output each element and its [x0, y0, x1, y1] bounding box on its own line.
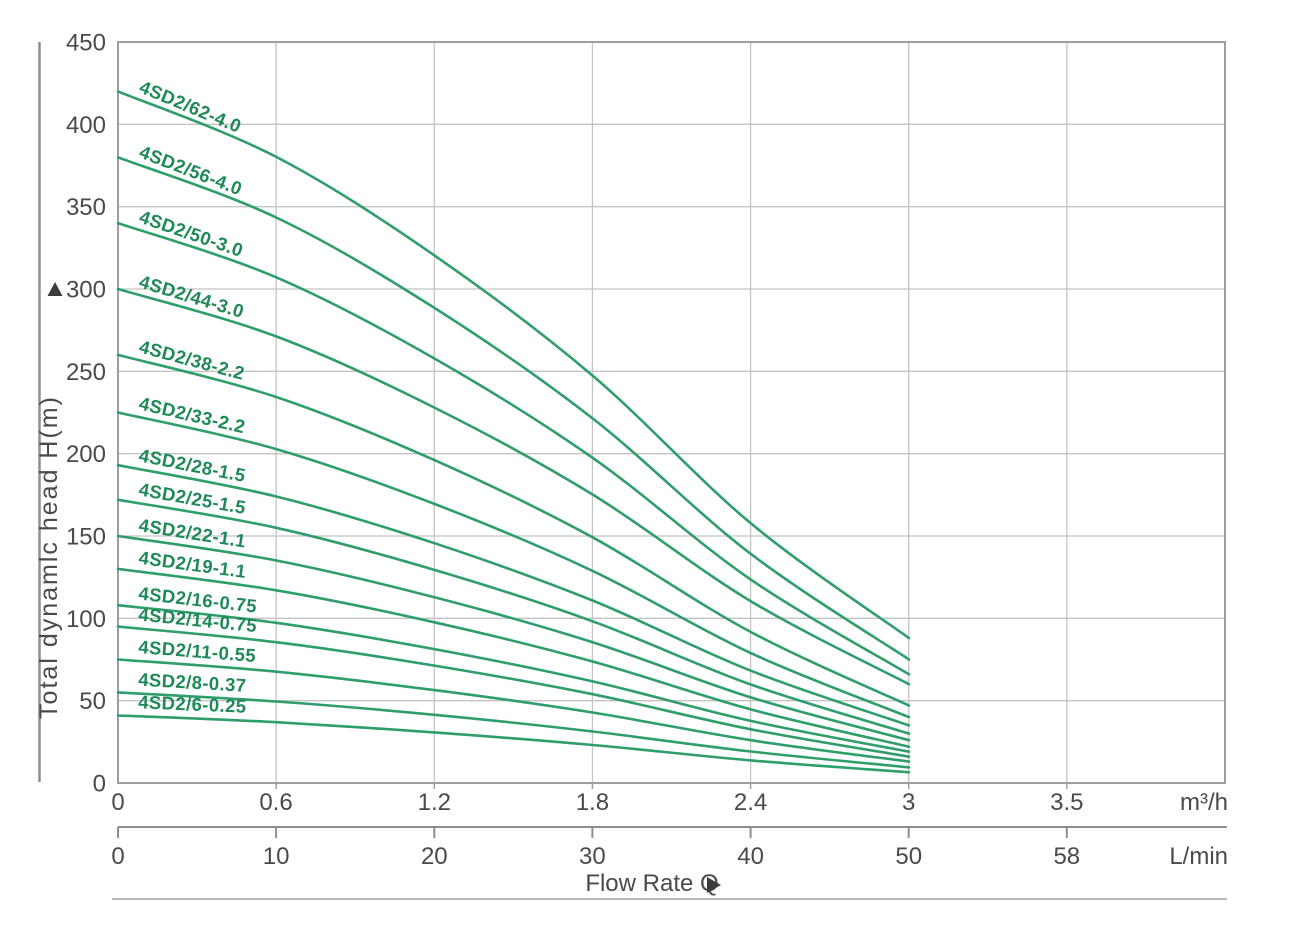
x-axis-lmin-tick-label: 20	[421, 843, 448, 870]
x-axis-m3h-tick-label: 3.5	[1050, 789, 1083, 816]
pump-curve	[116, 463, 911, 727]
x-axis-unit-lmin: L/min	[1169, 843, 1228, 870]
curve-label: 4SD2/33-2.2	[137, 393, 247, 438]
x-axis-lmin-tick-label: 30	[579, 843, 606, 870]
curve-labels: 4SD2/62-4.04SD2/56-4.04SD2/50-3.04SD2/44…	[136, 76, 258, 717]
pump-curve	[116, 714, 911, 774]
pump-curve	[116, 353, 911, 707]
x-axis-m3h-tick-label: 0	[111, 789, 124, 816]
x-axis-title: Flow Rate Q	[585, 870, 718, 897]
curve-label: 4SD2/6-0.25	[138, 691, 247, 717]
pump-curve	[116, 498, 911, 735]
pump-curve	[116, 221, 911, 676]
x-axis-lmin-scale: 0 10 20 30 40 50 58	[111, 826, 1227, 870]
x-axis-lmin-tick-label: 0	[111, 843, 124, 870]
pump-curve	[116, 658, 911, 763]
x-axis-lmin-tick-label: 50	[895, 843, 922, 870]
x-axis-lmin-tick-label: 40	[737, 843, 764, 870]
x-axis-m3h-tick-label: 3	[902, 789, 915, 816]
y-axis-tick-label: 0	[93, 771, 106, 798]
y-axis-up-arrow-icon	[47, 282, 63, 296]
x-axis-m3h-tick-label: 2.4	[734, 789, 767, 816]
pump-curve	[116, 691, 911, 769]
curve-label: 4SD2/62-4.0	[136, 76, 244, 137]
y-axis-tick-label: 450	[66, 30, 106, 57]
pump-curve	[116, 156, 911, 661]
pump-curve	[116, 534, 911, 742]
y-axis-tick-labels: 450 400 350 300 250 200 150 100 50 0	[66, 30, 106, 798]
pump-curve	[116, 90, 911, 640]
y-axis-tick-label: 50	[79, 688, 106, 715]
x-axis-lmin-tick-label: 58	[1053, 843, 1080, 870]
pump-curves	[116, 90, 911, 774]
pump-curve	[116, 625, 911, 758]
flow-rate-right-arrow-icon	[707, 877, 721, 893]
pump-curve	[116, 411, 911, 719]
y-axis-tick-label: 350	[66, 194, 106, 221]
pump-curve	[116, 603, 911, 753]
x-axis-m3h-tick-label: 1.8	[576, 789, 609, 816]
pump-curve	[116, 287, 911, 686]
x-axis-unit-m3h: m³/h	[1180, 789, 1228, 816]
x-axis-m3h-tick-label: 1.2	[418, 789, 451, 816]
y-axis-tick-label: 150	[66, 524, 106, 551]
y-axis-tick-label: 250	[66, 359, 106, 386]
y-axis-tick-label: 300	[66, 277, 106, 304]
x-axis-m3h-tick-labels: 0 0.6 1.2 1.8 2.4 3 3.5	[111, 789, 1083, 816]
curve-label: 4SD2/44-3.0	[137, 271, 247, 322]
curve-label: 4SD2/38-2.2	[137, 336, 247, 384]
y-axis-title: Total dynamlc head H(m)	[35, 395, 63, 719]
pump-curve	[116, 567, 911, 749]
x-axis-tick-marks	[275, 783, 1068, 789]
y-axis-tick-label: 200	[66, 441, 106, 468]
x-axis-lmin-tick-label: 10	[263, 843, 290, 870]
x-axis-m3h-tick-label: 0.6	[259, 789, 292, 816]
y-axis-tick-label: 400	[66, 112, 106, 139]
y-axis-tick-label: 100	[66, 606, 106, 633]
